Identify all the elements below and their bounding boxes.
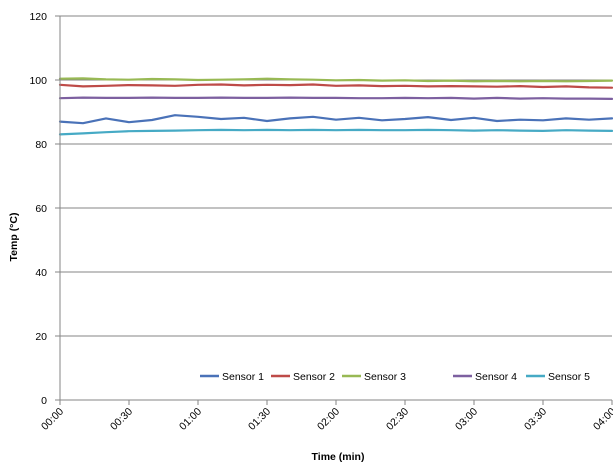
legend: Sensor 1 Sensor 2 Sensor 3 Sensor 4 Sensor 5 — [200, 371, 590, 383]
series-line-3 — [58, 77, 613, 83]
series-line-5 — [58, 128, 613, 136]
y-tick-label: 120 — [29, 11, 47, 23]
series-line-2 — [58, 83, 613, 89]
y-axis-title: Temp (°C) — [8, 213, 20, 262]
x-tick-label: 01:00 — [177, 406, 204, 433]
x-tick-labels: 00:00 00:30 01:00 01:30 02:00 02:30 03:00 03:30… — [39, 400, 613, 433]
x-tick-label: 04:00 — [591, 406, 613, 433]
x-tick-label: 02:00 — [315, 406, 342, 433]
legend-label: Sensor 1 — [222, 371, 264, 383]
legend-label: Sensor 5 — [548, 371, 590, 383]
legend-label: Sensor 3 — [364, 371, 406, 383]
x-tick-label: 00:00 — [39, 406, 66, 433]
y-tick-label: 60 — [35, 203, 47, 215]
x-tick-label: 01:30 — [246, 406, 273, 433]
y-tick-label: 40 — [35, 267, 47, 279]
series-line-1 — [58, 114, 613, 125]
x-tick-label: 02:30 — [384, 406, 411, 433]
x-tick-label: 00:30 — [108, 406, 135, 433]
y-tick-labels: 0 20 40 60 80 100 120 — [29, 11, 60, 407]
legend-label: Sensor 4 — [475, 371, 517, 383]
gridlines — [60, 15, 612, 337]
y-tick-label: 0 — [41, 395, 47, 407]
series-lines — [58, 77, 613, 136]
series-line-4 — [58, 96, 613, 101]
x-tick-label: 03:00 — [453, 406, 480, 433]
y-tick-label: 100 — [29, 75, 47, 87]
x-tick-label: 03:30 — [522, 406, 549, 433]
x-axis-title: Time (min) — [312, 451, 365, 462]
y-tick-label: 80 — [35, 139, 47, 151]
y-tick-label: 20 — [35, 331, 47, 343]
legend-label: Sensor 2 — [293, 371, 335, 383]
